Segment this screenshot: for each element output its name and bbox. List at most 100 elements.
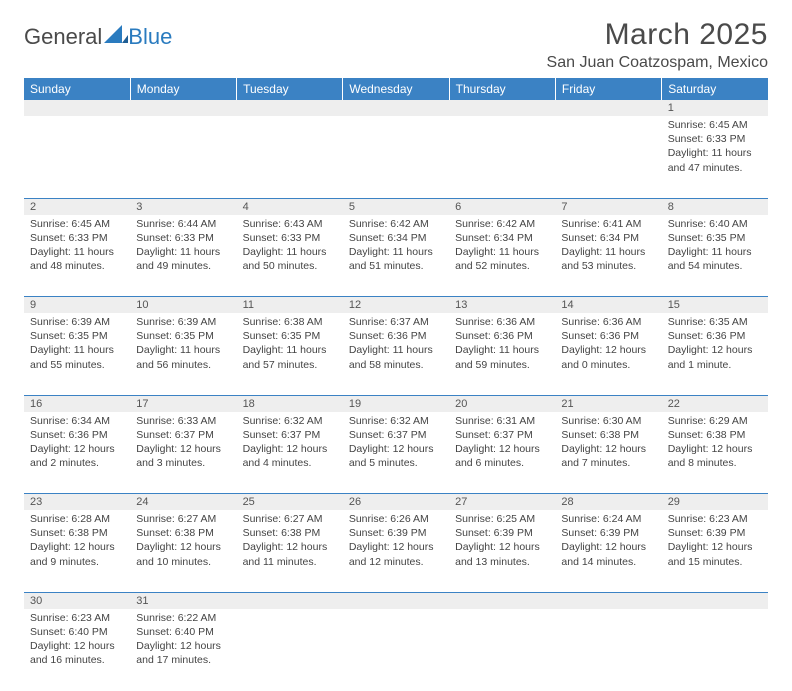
day-cell [130,116,236,198]
day-number [662,592,768,609]
day-cell: Sunrise: 6:31 AMSunset: 6:37 PMDaylight:… [449,412,555,494]
day-cell [343,116,449,198]
day-cell: Sunrise: 6:27 AMSunset: 6:38 PMDaylight:… [237,510,343,592]
day-cell: Sunrise: 6:42 AMSunset: 6:34 PMDaylight:… [449,215,555,297]
day-number: 3 [130,198,236,215]
day-number: 13 [449,297,555,314]
day-number: 1 [662,100,768,116]
day-number: 25 [237,494,343,511]
day-cell [237,116,343,198]
day-details: Sunrise: 6:35 AMSunset: 6:36 PMDaylight:… [662,313,768,376]
day-details: Sunrise: 6:22 AMSunset: 6:40 PMDaylight:… [130,609,236,672]
day-number: 5 [343,198,449,215]
day-cell: Sunrise: 6:29 AMSunset: 6:38 PMDaylight:… [662,412,768,494]
day-cell: Sunrise: 6:34 AMSunset: 6:36 PMDaylight:… [24,412,130,494]
day-header: Saturday [662,78,768,100]
day-number [237,592,343,609]
day-cell [449,116,555,198]
day-number: 26 [343,494,449,511]
day-details: Sunrise: 6:38 AMSunset: 6:35 PMDaylight:… [237,313,343,376]
day-number: 28 [555,494,661,511]
day-details: Sunrise: 6:37 AMSunset: 6:36 PMDaylight:… [343,313,449,376]
day-number: 14 [555,297,661,314]
day-details: Sunrise: 6:39 AMSunset: 6:35 PMDaylight:… [130,313,236,376]
day-details: Sunrise: 6:39 AMSunset: 6:35 PMDaylight:… [24,313,130,376]
day-number: 7 [555,198,661,215]
day-cell: Sunrise: 6:42 AMSunset: 6:34 PMDaylight:… [343,215,449,297]
day-number: 31 [130,592,236,609]
day-number: 16 [24,395,130,412]
day-cell: Sunrise: 6:24 AMSunset: 6:39 PMDaylight:… [555,510,661,592]
day-number [555,592,661,609]
day-number: 4 [237,198,343,215]
day-number: 17 [130,395,236,412]
day-cell: Sunrise: 6:41 AMSunset: 6:34 PMDaylight:… [555,215,661,297]
day-header: Sunday [24,78,130,100]
day-details: Sunrise: 6:23 AMSunset: 6:39 PMDaylight:… [662,510,768,573]
day-details: Sunrise: 6:45 AMSunset: 6:33 PMDaylight:… [662,116,768,179]
day-cell: Sunrise: 6:36 AMSunset: 6:36 PMDaylight:… [449,313,555,395]
day-number [555,100,661,116]
day-number: 20 [449,395,555,412]
day-details: Sunrise: 6:42 AMSunset: 6:34 PMDaylight:… [449,215,555,278]
day-header: Monday [130,78,236,100]
day-header: Thursday [449,78,555,100]
day-cell: Sunrise: 6:39 AMSunset: 6:35 PMDaylight:… [130,313,236,395]
day-number [130,100,236,116]
day-cell: Sunrise: 6:28 AMSunset: 6:38 PMDaylight:… [24,510,130,592]
day-details: Sunrise: 6:44 AMSunset: 6:33 PMDaylight:… [130,215,236,278]
day-number: 23 [24,494,130,511]
day-number: 22 [662,395,768,412]
day-number: 15 [662,297,768,314]
day-cell: Sunrise: 6:36 AMSunset: 6:36 PMDaylight:… [555,313,661,395]
day-cell: Sunrise: 6:45 AMSunset: 6:33 PMDaylight:… [662,116,768,198]
day-number: 29 [662,494,768,511]
day-cell: Sunrise: 6:38 AMSunset: 6:35 PMDaylight:… [237,313,343,395]
day-details: Sunrise: 6:36 AMSunset: 6:36 PMDaylight:… [449,313,555,376]
day-details: Sunrise: 6:27 AMSunset: 6:38 PMDaylight:… [130,510,236,573]
day-number: 10 [130,297,236,314]
day-cell: Sunrise: 6:39 AMSunset: 6:35 PMDaylight:… [24,313,130,395]
day-details: Sunrise: 6:36 AMSunset: 6:36 PMDaylight:… [555,313,661,376]
logo-text-1: General [24,24,102,50]
day-header: Tuesday [237,78,343,100]
day-details: Sunrise: 6:42 AMSunset: 6:34 PMDaylight:… [343,215,449,278]
day-cell: Sunrise: 6:25 AMSunset: 6:39 PMDaylight:… [449,510,555,592]
day-number: 8 [662,198,768,215]
day-cell: Sunrise: 6:26 AMSunset: 6:39 PMDaylight:… [343,510,449,592]
day-cell: Sunrise: 6:33 AMSunset: 6:37 PMDaylight:… [130,412,236,494]
day-details: Sunrise: 6:27 AMSunset: 6:38 PMDaylight:… [237,510,343,573]
day-header: Friday [555,78,661,100]
logo: General Blue [24,18,172,50]
day-details: Sunrise: 6:28 AMSunset: 6:38 PMDaylight:… [24,510,130,573]
day-number: 24 [130,494,236,511]
day-cell: Sunrise: 6:23 AMSunset: 6:39 PMDaylight:… [662,510,768,592]
day-details: Sunrise: 6:32 AMSunset: 6:37 PMDaylight:… [343,412,449,475]
day-details: Sunrise: 6:40 AMSunset: 6:35 PMDaylight:… [662,215,768,278]
day-header: Wednesday [343,78,449,100]
day-cell [555,116,661,198]
day-details: Sunrise: 6:43 AMSunset: 6:33 PMDaylight:… [237,215,343,278]
day-cell: Sunrise: 6:35 AMSunset: 6:36 PMDaylight:… [662,313,768,395]
day-cell: Sunrise: 6:37 AMSunset: 6:36 PMDaylight:… [343,313,449,395]
day-number: 27 [449,494,555,511]
day-cell: Sunrise: 6:45 AMSunset: 6:33 PMDaylight:… [24,215,130,297]
logo-triangle-icon [104,25,128,43]
day-number: 12 [343,297,449,314]
day-number: 30 [24,592,130,609]
day-number: 21 [555,395,661,412]
day-cell: Sunrise: 6:32 AMSunset: 6:37 PMDaylight:… [343,412,449,494]
day-details: Sunrise: 6:41 AMSunset: 6:34 PMDaylight:… [555,215,661,278]
day-number: 2 [24,198,130,215]
day-details: Sunrise: 6:23 AMSunset: 6:40 PMDaylight:… [24,609,130,672]
location-subtitle: San Juan Coatzospam, Mexico [547,54,768,72]
day-cell: Sunrise: 6:40 AMSunset: 6:35 PMDaylight:… [662,215,768,297]
day-number [449,592,555,609]
calendar-table: SundayMondayTuesdayWednesdayThursdayFrid… [24,78,768,691]
day-details: Sunrise: 6:24 AMSunset: 6:39 PMDaylight:… [555,510,661,573]
day-cell: Sunrise: 6:27 AMSunset: 6:38 PMDaylight:… [130,510,236,592]
day-cell [237,609,343,691]
day-details: Sunrise: 6:45 AMSunset: 6:33 PMDaylight:… [24,215,130,278]
day-details: Sunrise: 6:34 AMSunset: 6:36 PMDaylight:… [24,412,130,475]
day-cell: Sunrise: 6:30 AMSunset: 6:38 PMDaylight:… [555,412,661,494]
